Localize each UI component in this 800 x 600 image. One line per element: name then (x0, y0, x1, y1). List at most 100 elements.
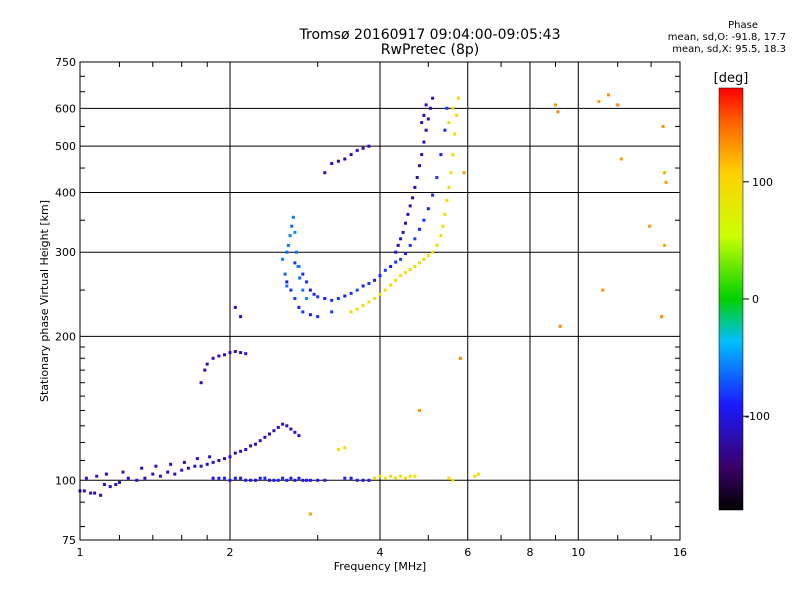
data-point (445, 106, 449, 110)
data-point (239, 449, 243, 453)
data-point (373, 297, 376, 300)
x-tick-label: 8 (527, 546, 534, 559)
data-point (431, 96, 435, 100)
data-point (99, 493, 103, 497)
data-point (297, 434, 301, 438)
data-point (422, 218, 426, 222)
data-point (228, 478, 232, 482)
data-point (301, 478, 305, 482)
data-point (223, 353, 226, 357)
data-point (289, 427, 293, 431)
data-point (408, 268, 412, 271)
phase-mean-o: mean, sd,O: -91.8, 17.7 (667, 32, 786, 43)
data-point (290, 224, 294, 228)
data-point (263, 435, 267, 439)
data-point (431, 193, 435, 197)
data-point (249, 478, 253, 482)
data-point (556, 110, 560, 114)
data-point (297, 476, 301, 480)
data-point (361, 304, 365, 308)
y-axis-ticks: 75 100 200 300 400 500 600 750 (55, 56, 680, 547)
data-point (413, 185, 417, 189)
data-point (166, 470, 170, 474)
data-point (426, 254, 430, 258)
data-point (418, 261, 421, 265)
data-point (289, 476, 293, 480)
data-point (268, 432, 271, 436)
data-point (389, 474, 393, 478)
data-point (217, 476, 221, 480)
data-point (281, 257, 285, 261)
data-point (244, 448, 248, 451)
data-point (349, 476, 353, 480)
data-point (394, 476, 398, 480)
data-point (361, 284, 365, 288)
y-tick-label: 300 (55, 246, 76, 259)
data-point (451, 106, 455, 110)
data-point (426, 207, 430, 211)
data-point (447, 185, 451, 189)
data-point (217, 354, 221, 358)
data-point (182, 460, 186, 464)
data-point (158, 474, 162, 478)
data-point (343, 476, 347, 480)
data-point (424, 128, 428, 132)
data-point (431, 250, 435, 254)
data-point (285, 280, 289, 284)
data-point (223, 457, 226, 461)
data-point (394, 250, 398, 254)
y-tick-label: 600 (55, 102, 76, 115)
data-point (254, 478, 257, 482)
data-point (305, 297, 309, 300)
data-point (413, 265, 417, 268)
data-point (373, 278, 376, 282)
data-point (336, 297, 340, 300)
data-point (308, 313, 312, 317)
data-point (211, 476, 215, 480)
data-point (135, 478, 139, 482)
data-point (305, 478, 309, 482)
x-tick-label: 1 (77, 546, 84, 559)
data-point (457, 96, 460, 100)
data-point (355, 478, 359, 482)
colorbar-tick-label: 100 (752, 176, 773, 189)
data-point (443, 128, 447, 132)
data-point (298, 276, 302, 280)
data-point (399, 274, 403, 278)
data-point (435, 176, 439, 179)
data-point (394, 260, 398, 264)
data-point (406, 212, 410, 216)
data-point (355, 288, 359, 292)
data-point (301, 272, 305, 276)
data-point (143, 476, 147, 480)
data-point (239, 476, 243, 480)
data-point (308, 512, 312, 516)
data-point (447, 121, 451, 125)
data-point (293, 478, 297, 482)
data-point (378, 474, 382, 478)
data-point (323, 171, 327, 175)
data-point (349, 153, 353, 157)
data-point (276, 478, 280, 482)
data-point (443, 212, 447, 216)
data-point (330, 162, 334, 165)
data-point (601, 288, 605, 292)
colorbar-tick-label: 0 (752, 293, 759, 306)
data-point (367, 478, 371, 482)
data-point (258, 439, 262, 443)
y-axis-label: Stationary phase Virtual Height [km] (38, 200, 51, 402)
data-point (195, 457, 199, 461)
data-point (383, 476, 387, 480)
data-point (336, 159, 340, 163)
data-point (258, 476, 262, 480)
data-point (103, 483, 106, 486)
data-point (285, 478, 289, 482)
data-point (476, 472, 480, 476)
data-point (316, 478, 320, 482)
data-point (422, 257, 426, 261)
data-point (208, 455, 212, 459)
data-point (108, 485, 112, 489)
data-point (223, 476, 226, 480)
data-point (291, 215, 295, 219)
phase-title: Phase (728, 20, 758, 31)
